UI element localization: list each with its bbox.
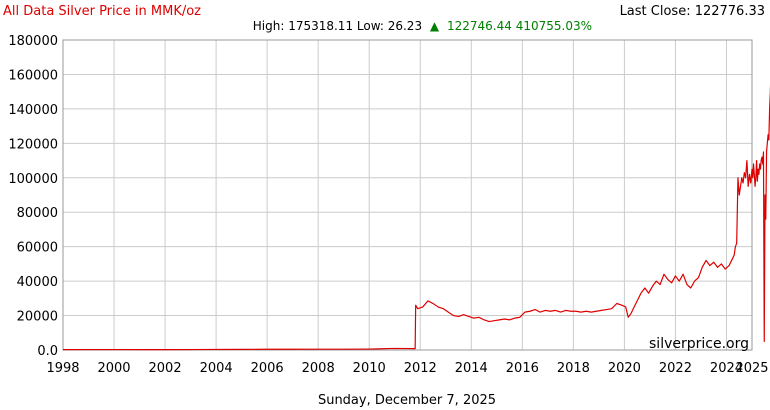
x-tick-label: 2025 xyxy=(735,361,768,376)
x-tick-label: 2016 xyxy=(506,361,539,376)
x-tick-label: 2012 xyxy=(404,361,437,376)
y-tick-label: 140000 xyxy=(8,103,58,118)
x-tick-label: 2014 xyxy=(455,361,488,376)
y-tick-label: 20000 xyxy=(17,310,58,325)
footer-date: Sunday, December 7, 2025 xyxy=(318,393,496,408)
last-close-label: Last Close: 122776.33 xyxy=(620,4,765,19)
x-tick-label: 2010 xyxy=(353,361,386,376)
y-tick-label: 100000 xyxy=(8,172,58,187)
y-tick-label: 40000 xyxy=(17,275,58,290)
change-value: 122746.44 410755.03% xyxy=(447,19,592,33)
change-up-icon: ▲ xyxy=(430,19,440,33)
grid xyxy=(62,39,753,351)
price-line xyxy=(62,83,770,351)
axes: 0.0 20000 40000 60000 80000 100000 120000 14000… xyxy=(8,34,768,376)
y-tick-label: 0.0 xyxy=(37,344,58,359)
series-layer xyxy=(62,83,770,351)
y-tick-label: 120000 xyxy=(8,137,58,152)
watermark: silverprice.org xyxy=(649,336,749,352)
x-tick-label: 2008 xyxy=(302,361,335,376)
y-tick-label: 160000 xyxy=(8,68,58,83)
x-tick-label: 2002 xyxy=(149,361,182,376)
high-low-label: High: 175318.11 Low: 26.23 xyxy=(253,19,422,33)
x-tick-label: 2006 xyxy=(251,361,284,376)
x-tick-label: 2000 xyxy=(97,361,130,376)
x-tick-label: 2022 xyxy=(659,361,692,376)
x-tick-label: 2020 xyxy=(608,361,641,376)
x-tick-label: 2004 xyxy=(200,361,233,376)
y-tick-label: 180000 xyxy=(8,34,58,49)
chart-title: All Data Silver Price in MMK/oz xyxy=(3,4,201,19)
x-tick-label: 2018 xyxy=(557,361,590,376)
x-tick-label: 1998 xyxy=(46,361,79,376)
x-tick-label: 2024 xyxy=(710,361,743,376)
plot-frame xyxy=(62,39,753,351)
stats-line: High: 175318.11 Low: 26.23 ▲ 122746.44 4… xyxy=(253,19,592,33)
y-tick-label: 80000 xyxy=(17,206,58,221)
y-tick-label: 60000 xyxy=(17,241,58,256)
